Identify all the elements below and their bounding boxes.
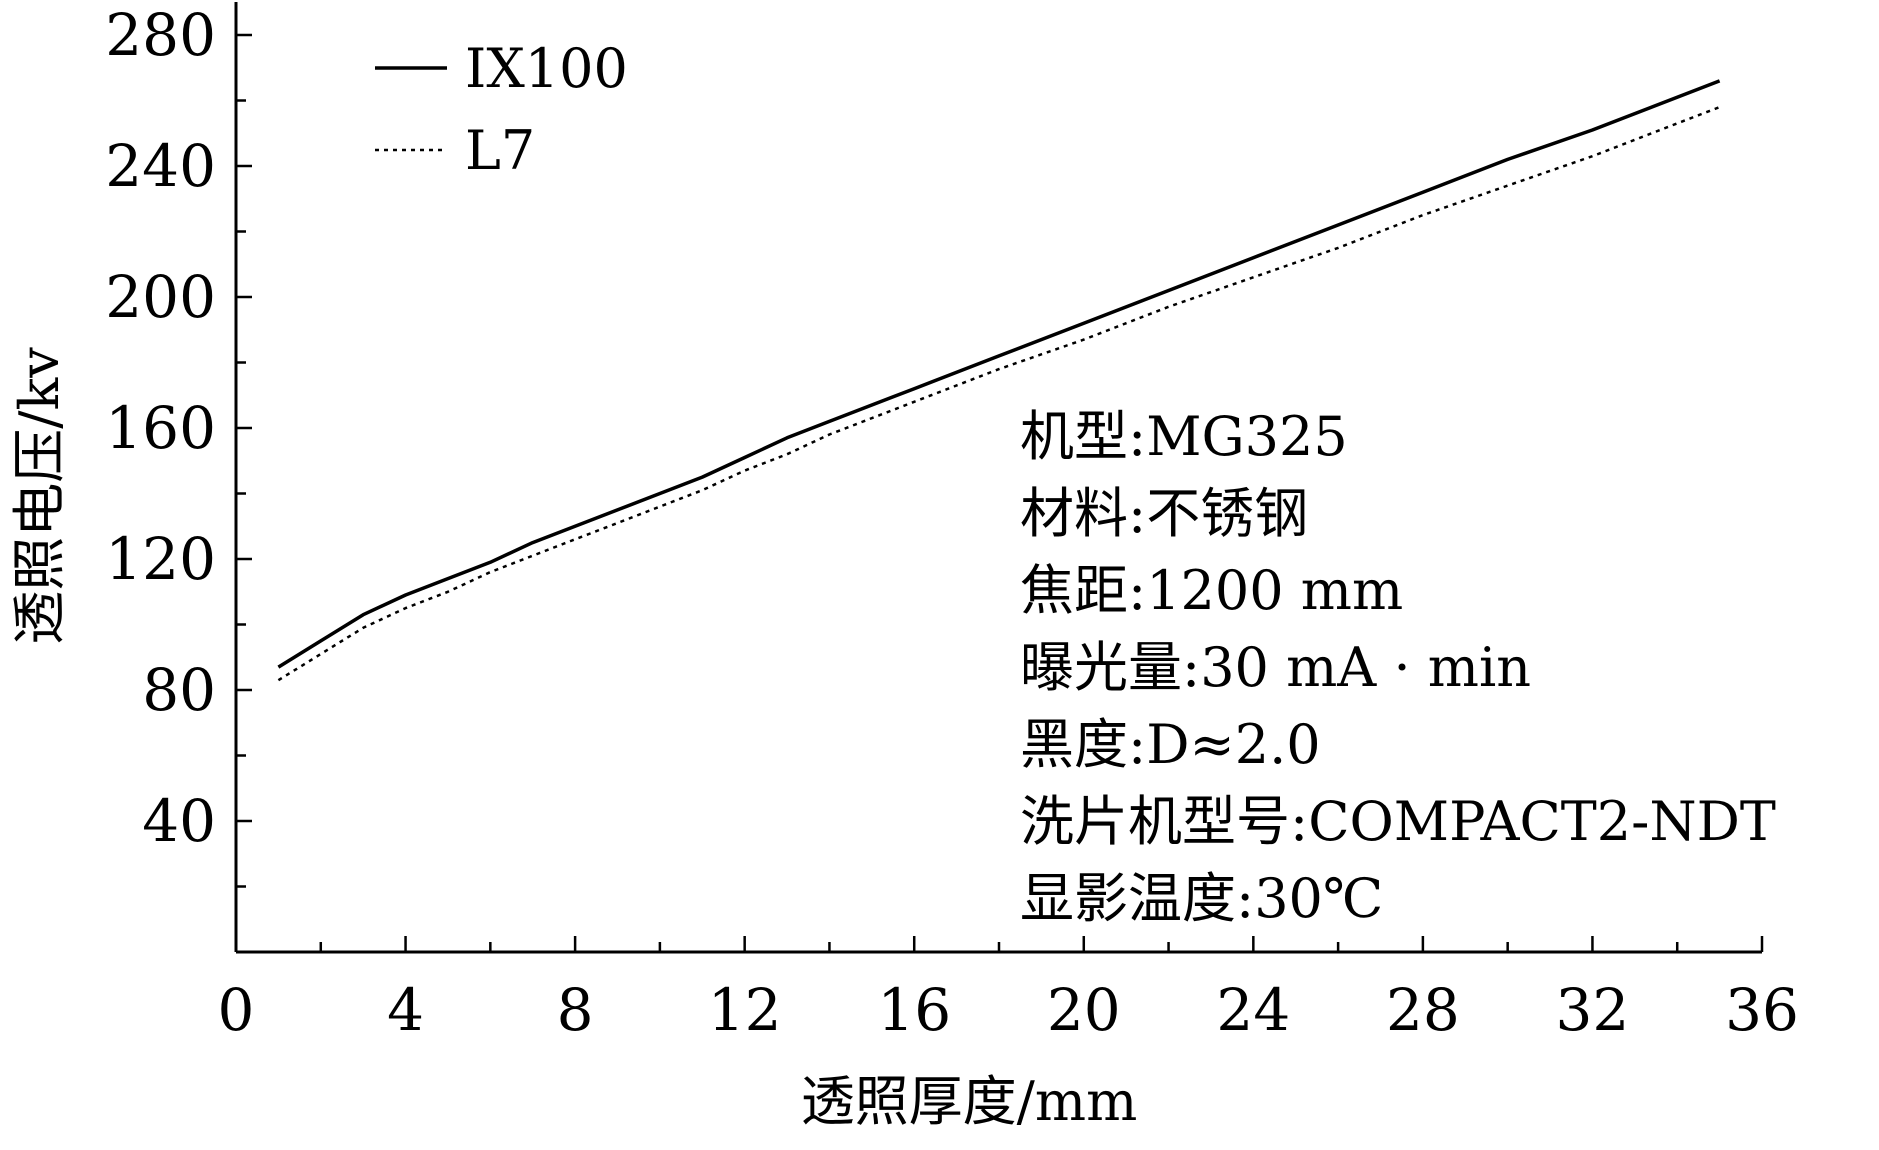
y-tick-label: 80 [142, 656, 216, 724]
x-tick-label: 4 [387, 976, 424, 1044]
x-tick-label: 24 [1216, 976, 1290, 1044]
annotation-line: 材料:不锈钢 [1020, 482, 1308, 545]
series-line-ix100 [277, 79, 1721, 669]
x-tick-label: 36 [1725, 976, 1799, 1044]
x-tick-label: 28 [1386, 976, 1460, 1044]
y-tick-label: 280 [105, 1, 216, 69]
x-tick-label: 12 [708, 976, 782, 1044]
y-tick-label: 200 [105, 263, 216, 331]
legend-label: IX100 [465, 37, 628, 100]
y-tick-label: 240 [105, 132, 216, 200]
x-axis-title: 透照厚度/mm [801, 1070, 1138, 1133]
y-tick-label: 40 [142, 787, 216, 855]
annotation-line: 机型:MG325 [1020, 405, 1348, 468]
x-tick-label: 0 [218, 976, 255, 1044]
annotation-line: 黑度:D≈2.0 [1020, 713, 1321, 776]
y-tick-label: 160 [105, 394, 216, 462]
y-tick-label: 120 [105, 525, 216, 593]
x-tick-label: 16 [877, 976, 951, 1044]
annotation-line: 曝光量:30 mA · min [1020, 636, 1531, 699]
y-axis-title: 透照电压/kv [8, 347, 71, 645]
x-tick-label: 32 [1556, 976, 1630, 1044]
x-tick-label: 8 [557, 976, 594, 1044]
annotation-line: 焦距:1200 mm [1020, 559, 1403, 622]
x-tick-label: 20 [1047, 976, 1121, 1044]
legend-label: L7 [465, 119, 535, 182]
annotation-line: 显影温度:30℃ [1020, 867, 1383, 930]
series-line-l7 [277, 105, 1721, 682]
annotation-line: 洗片机型号:COMPACT2-NDT [1020, 790, 1776, 853]
